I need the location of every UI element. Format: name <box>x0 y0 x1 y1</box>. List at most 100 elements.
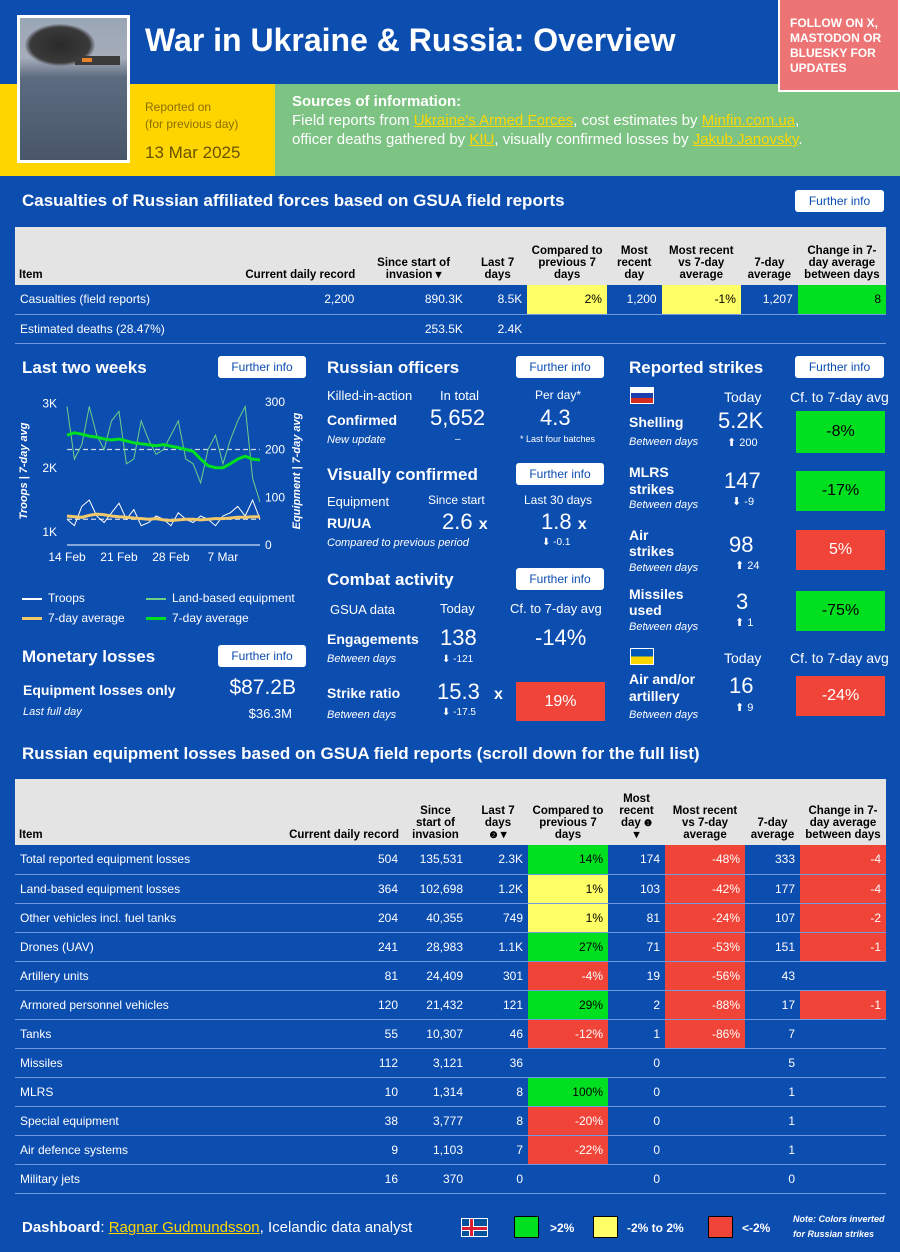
author-link[interactable]: Ragnar Gudmundsson <box>108 1219 260 1236</box>
air-strikes-value: 98 <box>729 532 754 557</box>
info-icon[interactable]: ❷ <box>489 830 498 840</box>
legend-yellow-swatch <box>593 1216 618 1238</box>
col-since-start[interactable]: Since start of invasion ▾ <box>359 227 468 285</box>
legend-avg-troops: 7-day average <box>48 611 125 625</box>
arrow-up-icon: ⬆ <box>727 437 737 449</box>
table-row: Casualties (field reports) 2,200 890.3K 8.5… <box>15 285 886 315</box>
left-tick-label: 3K <box>42 396 57 410</box>
shelling-value: 5.2K <box>718 408 764 433</box>
ratio-last30: 1.8 x <box>541 509 587 534</box>
legend-troops: Troops <box>48 591 85 605</box>
since-start-label: Since start <box>428 493 485 507</box>
shelling-between: Between days <box>629 436 699 448</box>
combat-title: Combat activity <box>327 570 454 589</box>
arrow-down-icon: ⬇ <box>732 496 742 508</box>
arrow-up-icon: ⬆ <box>735 560 745 572</box>
arrow-down-icon: ⬇ <box>542 537 551 548</box>
monetary-further-info-button[interactable]: Further info <box>218 645 306 667</box>
officers-further-info-button[interactable]: Further info <box>516 356 604 378</box>
new-update-label: New update <box>327 434 386 446</box>
missiles-pct: -75% <box>796 591 885 631</box>
table-row: Military jets 16 370 0 0 0 <box>15 1164 886 1194</box>
col-last7[interactable]: Last 7 days ❷ ▾ <box>468 779 528 845</box>
sort-down-icon: ▾ <box>500 829 507 841</box>
engagements-value: 138 <box>440 625 477 650</box>
table-row: Drones (UAV) 241 28,983 1.1K 27% 71 -53% 151 -1 <box>15 932 886 962</box>
x-tick-label: 7 Mar <box>208 550 239 564</box>
table-row: Estimated deaths (28.47%) 253.5K 2.4K <box>15 314 886 344</box>
footer-credit: Dashboard: Ragnar Gudmundsson, Icelandic… <box>22 1219 413 1236</box>
link-armed-forces[interactable]: Ukraine's Armed Forces <box>413 112 574 129</box>
engagements-label: Engagements <box>327 631 419 647</box>
mlrs-delta: ⬇ -9 <box>732 496 755 508</box>
col-since-start: Since start of invasion <box>403 779 468 845</box>
missiles-label: Missiles used <box>629 586 684 618</box>
mlrs-pct: -17% <box>796 471 885 511</box>
last30-label: Last 30 days <box>524 493 593 507</box>
missiles-value: 3 <box>736 589 749 614</box>
ua-cf-label: Cf. to 7-day avg <box>790 650 889 666</box>
equipment-header-row: Item Current daily record Since start of… <box>15 779 886 845</box>
report-date: 13 Mar 2025 <box>145 143 241 162</box>
equipment-losses-value: $87.2B <box>229 676 296 699</box>
link-janovsky[interactable]: Jakub Janovsky <box>692 131 799 148</box>
last-four-batches-note: * Last four batches <box>520 434 596 444</box>
strikes-further-info-button[interactable]: Further info <box>795 356 884 378</box>
confirmed-label: Confirmed <box>327 412 397 428</box>
sort-down-icon: ▾ <box>633 829 640 841</box>
russia-flag-icon <box>630 387 654 404</box>
legend-equipment-swatch <box>146 597 166 600</box>
col-7day-avg: 7-day average <box>745 779 800 845</box>
missiles-delta: ⬆ 1 <box>735 617 754 629</box>
left-tick-label: 1K <box>42 525 57 539</box>
mlrs-label: MLRS strikes <box>629 464 675 497</box>
col-daily-record: Current daily record <box>231 227 360 285</box>
table-row: Land-based equipment losses 364 102,698 1.2… <box>15 874 886 904</box>
table-row: Other vehicles incl. fuel tanks 204 40,355… <box>15 903 886 933</box>
info-icon[interactable]: ❶ <box>643 818 653 828</box>
casualties-table: Item Current daily record Since start of… <box>15 227 886 344</box>
monetary-delta: $36.3M <box>248 706 292 721</box>
two-weeks-further-info-button[interactable]: Further info <box>218 356 306 378</box>
left-tick-label: 2K <box>42 461 57 475</box>
equipment-avg-line <box>66 431 261 470</box>
iceland-flag-icon <box>461 1218 488 1237</box>
engagements-between: Between days <box>327 653 397 665</box>
strike-ratio-value: 15.3 x <box>437 679 503 704</box>
shelling-label: Shelling <box>629 414 684 430</box>
col-change-avg: Change in 7-day average between days <box>800 779 886 845</box>
mlrs-value: 147 <box>724 468 761 493</box>
equipment-losses-label: Equipment losses only <box>23 682 176 698</box>
casualties-table-wrap: Item Current daily record Since start of… <box>15 227 886 344</box>
combat-further-info-button[interactable]: Further info <box>516 568 604 590</box>
equipment-title: Russian equipment losses based on GSUA f… <box>22 744 700 763</box>
casualties-further-info-button[interactable]: Further info <box>795 190 884 212</box>
legend-troops-swatch <box>22 597 42 600</box>
air-artillery-value: 16 <box>729 673 754 698</box>
right-tick-label: 200 <box>265 443 285 457</box>
strike-ratio-label: Strike ratio <box>327 685 401 701</box>
table-row: Artillery units 81 24,409 301 -4% 19 -56% 43 <box>15 961 886 991</box>
equipment-line <box>66 404 261 503</box>
mlrs-between: Between days <box>629 499 699 511</box>
last30-delta: ⬇ -0.1 <box>542 537 571 548</box>
right-tick-label: 100 <box>265 490 285 504</box>
visual-further-info-button[interactable]: Further info <box>516 463 604 485</box>
right-tick-label: 0 <box>265 538 272 552</box>
engagements-delta: ⬇ -121 <box>442 654 474 665</box>
strike-ratio-pct: 19% <box>516 682 605 721</box>
link-minfin[interactable]: Minfin.com.ua <box>701 112 796 129</box>
col-most-recent[interactable]: Most recent day ❶ ▾ <box>608 779 665 845</box>
follow-box[interactable]: FOLLOW ON X, MASTODON OR BLUESKY FOR UPD… <box>778 0 900 92</box>
last-full-day: Last full day <box>23 706 82 718</box>
sort-down-icon: ▾ <box>435 269 442 281</box>
legend-equipment: Land-based equipment <box>172 591 295 605</box>
strikes-cf-label: Cf. to 7-day avg <box>790 389 889 405</box>
ratio-since-start: 2.6 x <box>442 509 488 534</box>
x-tick-label: 14 Feb <box>48 550 86 564</box>
compared-prev-period: Compared to previous period <box>327 537 469 549</box>
link-kiu[interactable]: KIU <box>469 131 495 148</box>
page-title: War in Ukraine & Russia: Overview <box>145 22 676 58</box>
right-tick-label: 300 <box>265 395 285 409</box>
air-artillery-label: Air and/or artillery <box>629 671 696 704</box>
